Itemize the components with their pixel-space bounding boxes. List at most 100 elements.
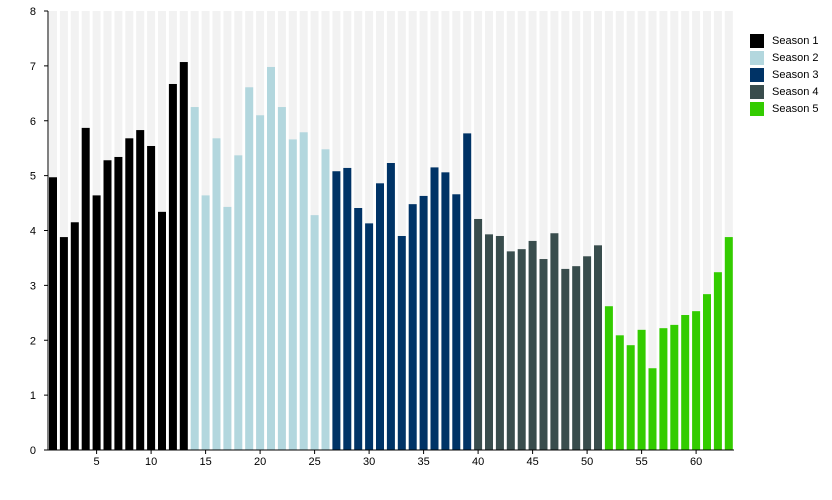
y-tick-label: 3	[30, 280, 36, 292]
legend-item: Season 3	[750, 66, 818, 83]
bar	[583, 256, 592, 450]
grid-band	[561, 11, 570, 450]
bar	[49, 177, 57, 451]
bar	[408, 204, 417, 450]
bar	[615, 335, 624, 450]
bar	[659, 328, 668, 450]
bar	[354, 208, 363, 450]
bar	[103, 160, 112, 450]
grid-band	[572, 11, 581, 450]
x-tick-label: 55	[635, 456, 647, 468]
bar	[670, 324, 679, 450]
bar	[125, 138, 134, 450]
bar	[332, 171, 341, 451]
x-tick-label: 5	[94, 456, 100, 468]
bar	[506, 251, 515, 450]
bar	[310, 215, 319, 450]
legend-label: Season 5	[772, 103, 819, 116]
bar	[539, 259, 548, 450]
legend-item: Season 5	[750, 101, 818, 118]
bar	[724, 237, 733, 450]
grid-band	[637, 11, 646, 450]
bar	[114, 156, 123, 450]
bar	[648, 368, 657, 450]
grid-band	[604, 11, 613, 450]
legend-item: Season 1	[750, 32, 818, 49]
grid-band	[670, 11, 679, 450]
legend-label: Season 3	[772, 68, 819, 81]
bar	[550, 233, 559, 450]
grid-band	[724, 11, 733, 450]
y-tick-label: 0	[30, 445, 36, 457]
x-tick-label: 15	[199, 456, 211, 468]
bar	[703, 294, 711, 450]
legend-swatch	[750, 67, 764, 82]
x-tick-label: 60	[690, 456, 702, 468]
y-tick-label: 6	[30, 116, 36, 128]
bar	[299, 132, 308, 450]
grid-band	[583, 11, 592, 450]
bar	[692, 311, 701, 450]
legend-item: Season 4	[750, 84, 818, 101]
legend-swatch	[750, 85, 764, 100]
y-tick-label: 2	[30, 335, 36, 347]
x-tick-label: 35	[417, 456, 429, 468]
bar	[386, 163, 395, 450]
bar	[59, 237, 68, 450]
bar	[604, 306, 613, 450]
legend-label: Season 4	[772, 86, 819, 99]
grid-band	[626, 11, 635, 450]
y-tick-label: 4	[30, 226, 36, 238]
bar	[681, 315, 690, 450]
x-tick-label: 20	[254, 456, 266, 468]
bar	[70, 222, 79, 450]
bar	[561, 268, 570, 450]
bar	[594, 245, 602, 450]
bar	[288, 139, 297, 450]
grid-band	[485, 11, 493, 450]
bar	[158, 211, 166, 450]
grid-band	[506, 11, 515, 450]
x-tick-label: 25	[308, 456, 320, 468]
bar	[474, 218, 483, 450]
y-tick-label: 8	[30, 6, 36, 18]
bar	[168, 83, 177, 450]
bar	[485, 234, 493, 450]
y-tick-label: 1	[30, 390, 36, 402]
legend: Season 1 Season 2 Season 3 Season 4 Season 5	[750, 32, 818, 118]
x-tick-label: 10	[145, 456, 157, 468]
bar	[147, 145, 156, 450]
bar	[452, 194, 461, 450]
grid-band	[692, 11, 701, 450]
bar	[419, 195, 428, 450]
x-tick-label: 30	[363, 456, 375, 468]
grid-band	[594, 11, 602, 450]
bar	[441, 172, 450, 450]
grid-band	[539, 11, 548, 450]
bar	[190, 107, 199, 450]
legend-swatch	[750, 102, 764, 117]
grid-band	[495, 11, 504, 450]
bar	[343, 167, 352, 450]
bar	[495, 235, 504, 450]
bar	[136, 130, 145, 451]
grid-band	[59, 11, 68, 450]
bar	[463, 133, 472, 450]
bar	[321, 149, 330, 450]
grid-band	[517, 11, 526, 450]
bar	[245, 87, 254, 451]
bar	[517, 249, 526, 450]
bar	[223, 206, 232, 450]
grid-band	[713, 11, 722, 450]
bar	[365, 223, 374, 450]
grid-band	[397, 11, 406, 450]
legend-swatch	[750, 33, 764, 48]
grid-band	[648, 11, 657, 450]
legend-swatch	[750, 50, 764, 65]
bar	[201, 195, 210, 450]
x-tick-label: 40	[472, 456, 484, 468]
grid-band	[615, 11, 624, 450]
legend-label: Season 2	[772, 51, 819, 64]
grid-band	[659, 11, 668, 450]
